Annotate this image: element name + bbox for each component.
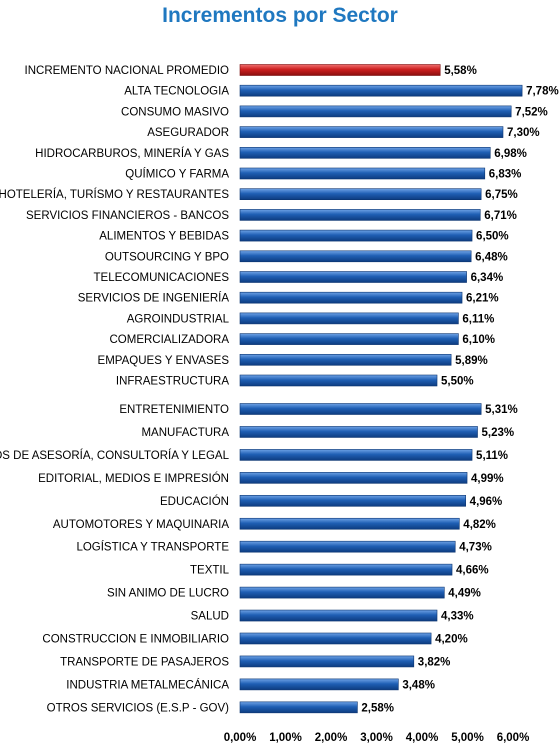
value-label: 4,49% bbox=[448, 588, 481, 600]
bar bbox=[239, 250, 472, 263]
category-label: OTROS SERVICIOS (E.S.P - GOV) bbox=[47, 702, 230, 714]
category-label: SIN ANIMO DE LUCRO bbox=[107, 588, 229, 600]
category-label: CONSTRUCCION E INMOBILIARIO bbox=[42, 634, 229, 646]
category-label: QUÍMICO Y FARMA bbox=[125, 168, 229, 181]
bar bbox=[239, 540, 456, 553]
value-label: 4,96% bbox=[470, 496, 503, 508]
category-label: EDITORIAL, MEDIOS E IMPRESIÓN bbox=[38, 472, 229, 485]
category-label: SERVICIOS DE INGENIERÍA bbox=[78, 292, 230, 305]
category-label: ENTRETENIMIENTO bbox=[119, 404, 229, 416]
value-label: 7,52% bbox=[515, 106, 548, 118]
category-label: INCREMENTO NACIONAL PROMEDIO bbox=[25, 65, 230, 77]
value-label: 6,11% bbox=[462, 313, 494, 325]
category-label: TELECOMUNICACIONES bbox=[94, 272, 230, 284]
bar bbox=[239, 632, 432, 645]
chart-title: Incrementos por Sector bbox=[162, 4, 398, 27]
value-label: 4,99% bbox=[471, 473, 504, 485]
bar bbox=[239, 426, 478, 438]
x-tick-label: 6,00% bbox=[497, 732, 530, 744]
x-tick-label: 3,00% bbox=[360, 732, 393, 744]
category-label: HOTELERÍA, TURÍSMO Y RESTAURANTES bbox=[0, 188, 229, 201]
category-label: EDUCACIÓN bbox=[160, 495, 229, 508]
bar bbox=[239, 126, 504, 138]
value-label: 7,30% bbox=[507, 127, 540, 139]
bar bbox=[239, 167, 486, 180]
value-label: 5,89% bbox=[455, 355, 488, 367]
value-label: 6,10% bbox=[462, 334, 495, 346]
value-label: 6,83% bbox=[489, 169, 522, 181]
bar bbox=[239, 701, 358, 714]
bar bbox=[239, 333, 459, 345]
category-label: TEXTIL bbox=[190, 565, 230, 577]
x-tick-label: 5,00% bbox=[451, 732, 484, 744]
x-tick-label: 0,00% bbox=[224, 732, 257, 744]
category-label: ALIMENTOS Y BEBIDAS bbox=[99, 231, 229, 243]
category-label: CONSUMO MASIVO bbox=[121, 106, 229, 118]
bar bbox=[239, 209, 481, 221]
x-tick-label: 4,00% bbox=[406, 732, 439, 744]
bar bbox=[239, 609, 438, 622]
category-label: SERVICIOS FINANCIEROS - BANCOS bbox=[26, 210, 229, 222]
value-label: 5,50% bbox=[441, 376, 474, 388]
value-label: 3,82% bbox=[418, 656, 451, 668]
bar-highlight bbox=[239, 64, 441, 76]
category-label: AGROINDUSTRIAL bbox=[127, 313, 230, 325]
bar bbox=[239, 449, 473, 461]
value-label: 4,66% bbox=[456, 565, 489, 577]
bar bbox=[239, 472, 468, 484]
category-label: COMERCIALIZADORA bbox=[110, 334, 230, 346]
bar bbox=[239, 84, 523, 97]
value-label: 4,33% bbox=[441, 611, 474, 623]
category-label: SERVICIOS DE ASESORÍA, CONSULTORÍA Y LEG… bbox=[0, 449, 230, 462]
value-label: 4,82% bbox=[463, 519, 496, 531]
value-label: 5,11% bbox=[476, 450, 508, 462]
bar bbox=[239, 105, 512, 118]
bar bbox=[239, 147, 491, 159]
bar bbox=[239, 563, 453, 576]
bar bbox=[239, 312, 459, 325]
bar bbox=[239, 291, 463, 304]
value-label: 5,23% bbox=[482, 427, 515, 439]
value-label: 2,58% bbox=[361, 702, 394, 714]
value-label: 4,20% bbox=[435, 634, 468, 646]
bar bbox=[239, 374, 438, 387]
value-label: 6,21% bbox=[466, 293, 499, 305]
value-label: 3,48% bbox=[402, 679, 435, 691]
value-label: 6,34% bbox=[471, 272, 504, 284]
category-label: INFRAESTRUCTURA bbox=[116, 376, 229, 388]
bar bbox=[239, 678, 399, 691]
value-label: 6,48% bbox=[475, 251, 508, 263]
value-label: 5,31% bbox=[485, 404, 518, 416]
bar bbox=[239, 353, 452, 366]
bar bbox=[239, 271, 467, 283]
bar bbox=[239, 517, 460, 530]
value-label: 6,98% bbox=[494, 148, 527, 160]
bar bbox=[239, 403, 482, 415]
bar bbox=[239, 188, 482, 200]
value-label: 6,50% bbox=[476, 231, 509, 243]
x-tick-label: 2,00% bbox=[315, 732, 348, 744]
category-label: EMPAQUES Y ENVASES bbox=[98, 355, 230, 367]
value-label: 7,78% bbox=[526, 86, 559, 98]
category-label: LOGÍSTICA Y TRANSPORTE bbox=[76, 541, 229, 554]
category-label: INDUSTRIA METALMECÁNICA bbox=[66, 678, 229, 691]
x-tick-label: 1,00% bbox=[269, 732, 302, 744]
bar bbox=[239, 229, 473, 242]
category-label: SALUD bbox=[191, 611, 229, 623]
category-label: TRANSPORTE DE PASAJEROS bbox=[60, 656, 229, 668]
bar bbox=[239, 494, 466, 507]
category-label: MANUFACTURA bbox=[141, 427, 229, 439]
category-label: HIDROCARBUROS, MINERÍA Y GAS bbox=[35, 147, 229, 160]
value-label: 5,58% bbox=[444, 65, 477, 77]
bar bbox=[239, 586, 445, 599]
category-label: ALTA TECNOLOGIA bbox=[124, 86, 229, 98]
value-label: 4,73% bbox=[459, 542, 492, 554]
category-label: OUTSOURCING Y BPO bbox=[105, 251, 229, 263]
category-label: ASEGURADOR bbox=[147, 127, 229, 139]
value-label: 6,75% bbox=[485, 189, 518, 201]
bar bbox=[239, 655, 415, 668]
value-label: 6,71% bbox=[484, 210, 517, 222]
category-label: AUTOMOTORES Y MAQUINARIA bbox=[53, 519, 229, 531]
